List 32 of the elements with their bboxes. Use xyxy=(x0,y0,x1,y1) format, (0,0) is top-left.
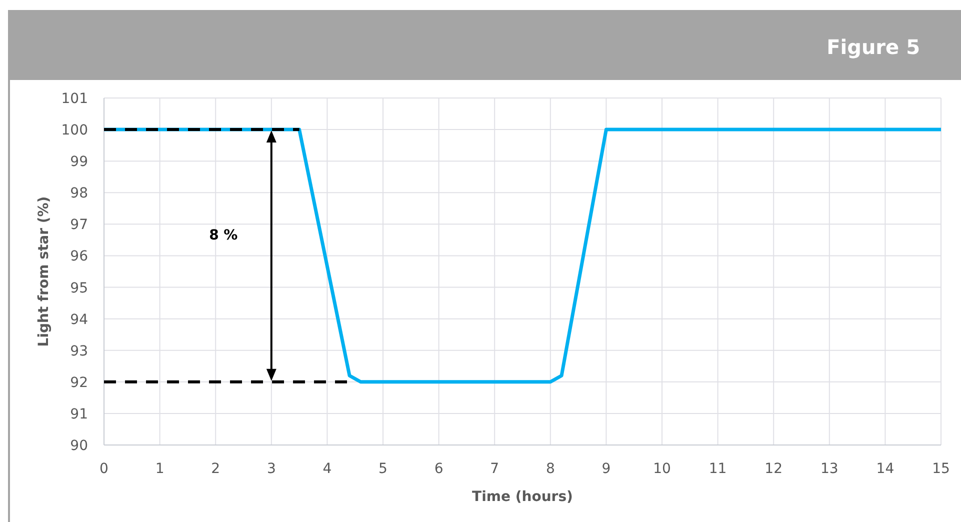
x-tick-label: 0 xyxy=(100,461,108,477)
y-tick-label: 94 xyxy=(70,312,88,328)
x-tick-label: 14 xyxy=(876,461,894,477)
y-tick-label: 91 xyxy=(70,406,88,422)
y-tick-label: 96 xyxy=(70,248,88,265)
x-tick-label: 15 xyxy=(932,461,950,477)
x-axis-title: Time (hours) xyxy=(472,489,573,505)
y-tick-label: 100 xyxy=(61,122,88,139)
y-axis-title: Light from star (%) xyxy=(36,196,52,347)
y-tick-label: 90 xyxy=(70,438,88,454)
y-tick-label: 95 xyxy=(70,280,88,296)
y-tick-label: 98 xyxy=(70,186,88,202)
x-tick-label: 11 xyxy=(708,461,727,477)
x-tick-label: 3 xyxy=(266,461,276,477)
x-tick-label: 6 xyxy=(434,461,444,477)
x-tick-label: 12 xyxy=(764,461,783,477)
annotation: 8 % xyxy=(209,228,238,244)
x-tick-label: 13 xyxy=(820,461,838,477)
x-tick-label: 2 xyxy=(211,461,220,477)
x-tick-label: 8 xyxy=(546,461,555,477)
y-tick-label: 92 xyxy=(70,374,88,391)
chart-title: Figure 5 xyxy=(826,35,920,59)
x-tick-label: 9 xyxy=(602,461,611,477)
y-tick-label: 99 xyxy=(70,154,88,170)
x-tick-label: 7 xyxy=(490,461,500,477)
y-tick-label: 93 xyxy=(70,343,88,360)
x-tick-label: 1 xyxy=(155,461,164,477)
x-tick-label: 5 xyxy=(378,461,388,477)
x-tick-label: 4 xyxy=(322,461,332,477)
x-tick-label: 10 xyxy=(653,461,671,477)
y-tick-label: 101 xyxy=(61,91,88,107)
y-tick-label: 97 xyxy=(70,217,88,234)
